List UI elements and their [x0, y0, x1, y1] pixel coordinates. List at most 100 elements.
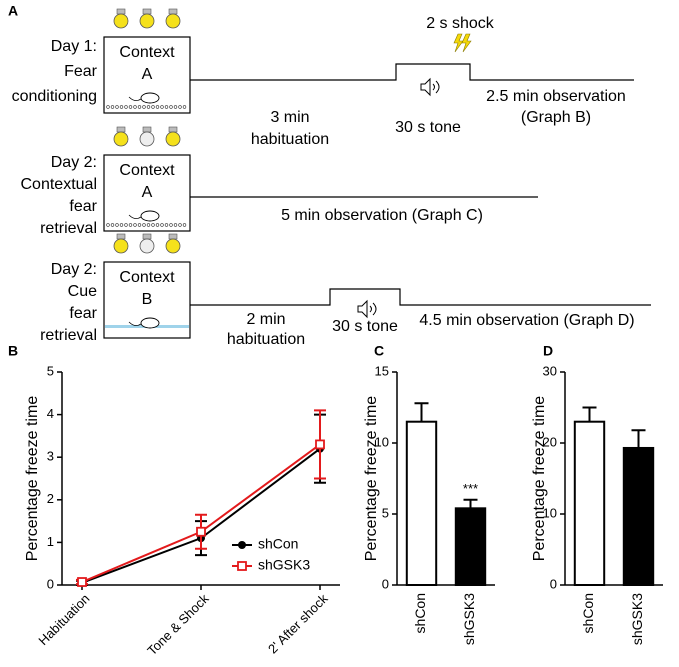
grid-floor	[169, 223, 173, 227]
grid-floor	[115, 105, 119, 109]
y-tick-label: 0	[550, 576, 557, 591]
grid-floor	[155, 105, 160, 109]
bulb-base	[168, 233, 178, 240]
speaker-icon	[357, 299, 377, 319]
marker	[77, 577, 87, 587]
context-label: A	[142, 66, 153, 83]
timeline	[190, 288, 651, 306]
error-bar	[582, 406, 597, 422]
grid-floor	[133, 223, 137, 227]
context-label: Context	[119, 162, 175, 179]
x-tick-label: shCon	[580, 593, 596, 633]
grid-floor	[173, 223, 178, 227]
grid-floor	[137, 223, 142, 227]
x-tick-label: 2' After shock	[265, 591, 331, 657]
grid-floor	[146, 223, 151, 227]
bar	[454, 507, 487, 587]
error-bar	[463, 498, 478, 509]
habituation-label: 3 min	[270, 109, 309, 126]
day-label: Day 1:	[51, 38, 97, 55]
y-axis-label: Percentage freeze time	[363, 396, 380, 562]
bar	[573, 420, 606, 587]
day-label: Cue	[68, 283, 97, 300]
grid-floor	[106, 105, 110, 109]
panel-label: C	[374, 343, 384, 359]
x-tick-label: shGSK3	[629, 593, 645, 645]
timeline	[190, 63, 634, 81]
grid-floor	[110, 105, 115, 109]
bulb-base	[142, 233, 152, 240]
grid-floor	[173, 105, 178, 109]
day-label: retrieval	[40, 327, 97, 344]
bulb-base	[116, 233, 126, 240]
marker	[315, 439, 325, 450]
mouse	[140, 92, 160, 104]
legend-marker	[237, 561, 247, 571]
bulb	[139, 131, 155, 147]
grid-floor	[151, 223, 155, 227]
y-axis-label: Percentage freeze time	[531, 396, 548, 562]
bulb	[113, 13, 129, 29]
mouse	[140, 317, 160, 329]
day-label: Fear	[64, 63, 98, 80]
y-tick-label: 1	[47, 534, 54, 549]
bulb	[139, 238, 155, 254]
x-tick-label: Tone & Shock	[144, 591, 212, 659]
bulb	[113, 131, 129, 147]
grid-floor	[124, 223, 128, 227]
day-label: Day 2:	[51, 154, 97, 171]
bar	[622, 446, 655, 586]
day-label: Contextual	[21, 176, 98, 193]
context-label: Context	[119, 44, 175, 61]
mouse-tail	[128, 321, 142, 326]
observation-label: (Graph B)	[521, 109, 591, 126]
y-tick-label: 10	[543, 505, 557, 520]
shock-label: 2 s shock	[426, 15, 495, 32]
error-bar	[631, 429, 646, 448]
marker	[196, 526, 206, 537]
y-tick-label: 3	[47, 449, 54, 464]
x-tick-label: Habituation	[35, 591, 92, 648]
y-tick-label: 5	[382, 505, 389, 520]
day-label: fear	[69, 198, 97, 215]
bulb-base	[168, 8, 178, 15]
grid-floor	[169, 105, 173, 109]
observation-label: 2.5 min observation	[486, 88, 626, 105]
grid-floor	[133, 105, 137, 109]
habituation-label: habituation	[227, 331, 305, 348]
observation-label: 4.5 min observation (Graph D)	[419, 312, 634, 329]
bar	[405, 420, 438, 587]
grid-floor	[142, 105, 146, 109]
significance-label: ***	[463, 481, 478, 496]
mouse-tail	[128, 214, 142, 219]
lightning-icon	[453, 33, 464, 53]
grid-floor	[128, 223, 133, 227]
grid-floor	[124, 105, 128, 109]
y-tick-label: 2	[47, 491, 54, 506]
bulb	[113, 238, 129, 254]
bulb-base	[116, 126, 126, 133]
grid-floor	[137, 105, 142, 109]
y-tick-label: 15	[375, 363, 389, 378]
x-tick-label: shCon	[412, 593, 428, 633]
grid-floor	[182, 105, 187, 109]
grid-floor	[155, 223, 160, 227]
grid-floor	[115, 223, 119, 227]
grid-floor	[182, 223, 187, 227]
habituation-label: 2 min	[246, 311, 285, 328]
y-tick-label: 0	[47, 576, 54, 591]
bulb	[165, 238, 181, 254]
grid-floor	[178, 105, 182, 109]
x-tick-label: shGSK3	[461, 593, 477, 645]
context-label: B	[142, 291, 153, 308]
y-tick-label: 0	[382, 576, 389, 591]
y-tick-label: 30	[543, 363, 557, 378]
bulb	[139, 13, 155, 29]
grid-floor	[119, 223, 124, 227]
grid-floor	[146, 105, 151, 109]
tone-label: 30 s tone	[332, 318, 398, 335]
mouse	[140, 210, 160, 222]
grid-floor	[110, 223, 115, 227]
bulb-base	[168, 126, 178, 133]
